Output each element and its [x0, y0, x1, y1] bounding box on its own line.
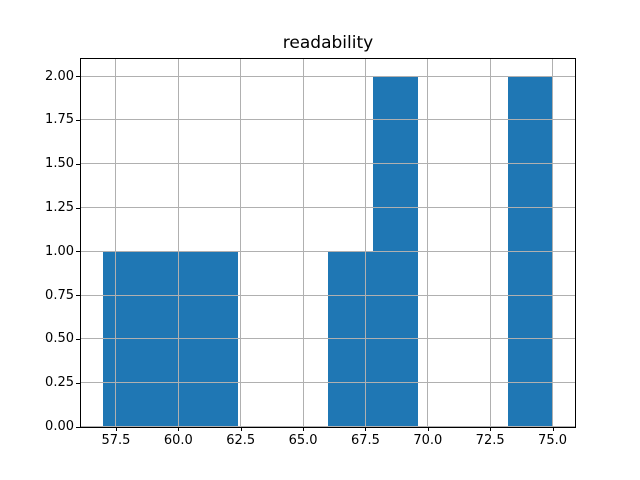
y-tick-mark [76, 207, 80, 209]
y-tick-mark [76, 382, 80, 384]
y-tick-label: 1.50 [45, 156, 74, 172]
x-tick-label: 57.5 [101, 432, 131, 448]
x-tick-label: 75.0 [538, 432, 568, 448]
y-tick-mark [76, 338, 80, 340]
gridline-horizontal [81, 75, 575, 77]
y-tick-label: 1.00 [45, 243, 74, 259]
y-tick-mark [76, 163, 80, 165]
gridline-horizontal [81, 426, 575, 428]
gridline-vertical [240, 58, 242, 427]
y-tick-label: 1.75 [45, 112, 74, 128]
x-tick-mark [115, 426, 117, 431]
gridline-vertical [177, 58, 179, 427]
gridline-horizontal [81, 250, 575, 252]
y-tick-mark [76, 119, 80, 121]
x-tick-mark [552, 426, 554, 431]
gridline-horizontal [81, 207, 575, 209]
x-tick-mark [240, 426, 242, 431]
gridline-vertical [115, 58, 117, 427]
x-tick-label: 65.0 [288, 432, 318, 448]
x-tick-mark [365, 426, 367, 431]
gridline-vertical [552, 58, 554, 427]
gridline-horizontal [81, 163, 575, 165]
gridline-horizontal [81, 338, 575, 340]
x-tick-label: 72.5 [475, 432, 505, 448]
y-tick-label: 0.00 [45, 419, 74, 435]
y-tick-mark [76, 295, 80, 297]
x-tick-mark [303, 426, 305, 431]
gridline-vertical [427, 58, 429, 427]
y-tick-label: 1.25 [45, 200, 74, 216]
x-tick-label: 67.5 [350, 432, 380, 448]
gridline-vertical [302, 58, 304, 427]
y-tick-label: 0.50 [45, 331, 74, 347]
gridline-horizontal [81, 294, 575, 296]
x-tick-mark [490, 426, 492, 431]
gridline-vertical [489, 58, 491, 427]
x-tick-label: 60.0 [163, 432, 193, 448]
y-tick-label: 0.75 [45, 287, 74, 303]
x-tick-mark [427, 426, 429, 431]
y-tick-mark [76, 251, 80, 253]
chart-title: readability [282, 33, 374, 53]
gridline-horizontal [81, 382, 575, 384]
y-tick-label: 0.25 [45, 375, 74, 391]
plot-area [80, 57, 576, 428]
y-tick-label: 2.00 [45, 68, 74, 84]
y-tick-mark [76, 426, 80, 428]
x-tick-label: 62.5 [226, 432, 256, 448]
x-tick-mark [178, 426, 180, 431]
gridline-horizontal [81, 119, 575, 121]
gridline-vertical [364, 58, 366, 427]
x-tick-label: 70.0 [413, 432, 443, 448]
y-tick-mark [76, 76, 80, 78]
